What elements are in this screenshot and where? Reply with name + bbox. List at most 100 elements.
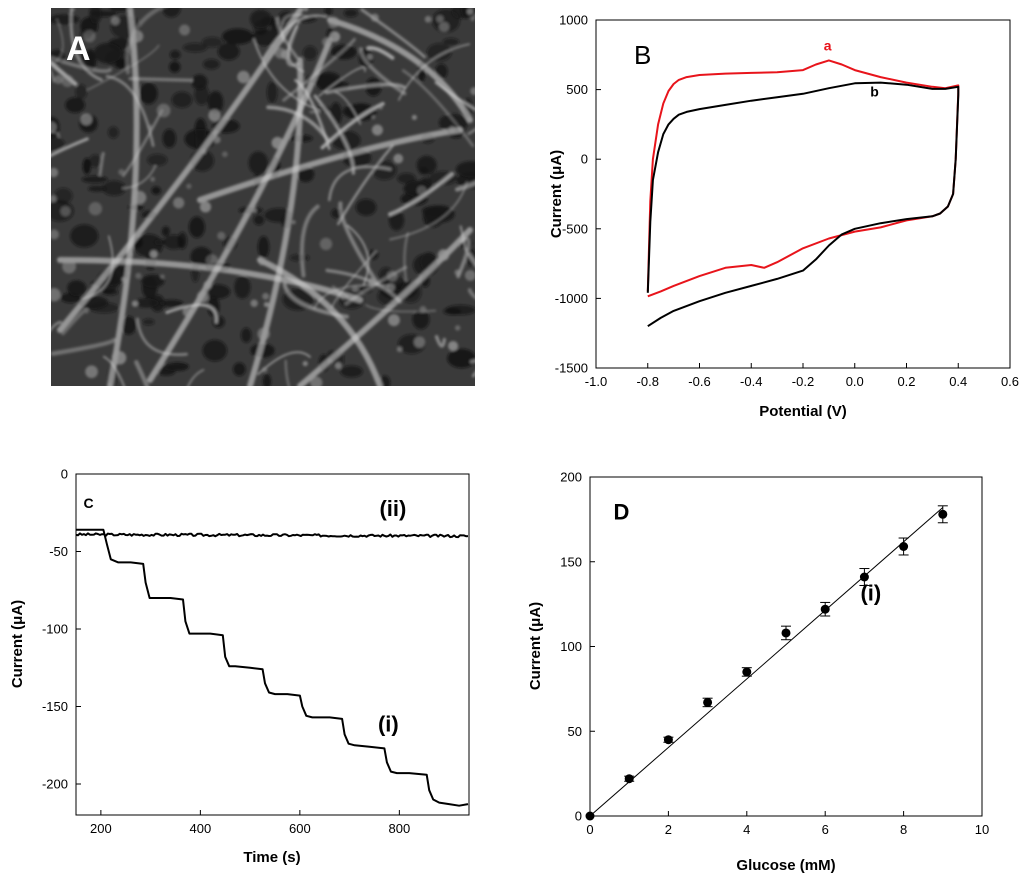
sem-pore: [342, 104, 375, 119]
sem-particle: [470, 87, 475, 96]
sem-particle: [271, 136, 284, 149]
sem-fiber: [470, 13, 475, 22]
sem-fiber: [469, 359, 475, 378]
sem-fiber-bundle: [297, 227, 473, 386]
chart-c-y-tick-label: -100: [42, 622, 68, 637]
sem-pore: [89, 8, 102, 24]
chart-c-x-axis-label: Time (s): [243, 849, 300, 866]
sem-pore: [217, 42, 240, 61]
chart-b-x-tick-label: 0.2: [897, 374, 915, 389]
sem-fiber: [389, 181, 468, 241]
sem-fiber: [338, 201, 380, 286]
sem-pore: [139, 82, 158, 105]
sem-particle: [149, 250, 158, 259]
chart-c-annotations: (ii) (i) C: [83, 495, 406, 736]
sem-pore: [191, 74, 208, 90]
sem-fiber: [121, 109, 164, 178]
chart-d-linear-fit: [589, 507, 944, 817]
sem-pore: [171, 91, 193, 108]
sem-pore: [163, 234, 185, 250]
sem-particle: [196, 290, 209, 303]
sem-particle: [60, 206, 71, 217]
sem-particle: [257, 327, 270, 341]
sem-particle: [110, 16, 120, 26]
chart-b-curve-label-b: b: [870, 84, 879, 100]
sem-pore: [455, 161, 475, 178]
chart-d-y-tick-label: 100: [560, 639, 582, 654]
sem-fiber: [51, 55, 113, 74]
chart-c-y-axis-label: Current (μA): [9, 600, 26, 688]
sem-particle: [396, 346, 403, 352]
sem-particle: [112, 351, 127, 365]
sem-pore: [234, 275, 251, 299]
chart-d-data-point: [703, 697, 713, 707]
sem-fiber-bundle: [327, 17, 473, 123]
sem-particle: [69, 8, 76, 12]
sem-pore: [161, 8, 181, 18]
chart-d-x-axis-label: Glucose (mM): [736, 857, 835, 874]
chart-c-x-tick-label: 800: [389, 821, 411, 836]
sem-particle: [51, 167, 59, 178]
sem-particle: [263, 301, 270, 308]
sem-particle: [160, 274, 165, 280]
sem-fiber: [136, 317, 188, 356]
sem-fiber-bundle: [197, 127, 463, 203]
sem-fiber: [318, 66, 366, 97]
sem-pore: [250, 9, 272, 29]
chart-b-panel-letter: B: [634, 40, 651, 70]
sem-fiber-bundle: [257, 257, 383, 386]
sem-pore: [108, 126, 119, 139]
sem-particle: [126, 251, 134, 259]
sem-fiber: [51, 137, 89, 158]
chart-c-ticks: 200 400 600 800 0 -50 -100 -150 -200: [42, 467, 410, 837]
chart-c-x-tick-label: 600: [289, 821, 311, 836]
sem-particle: [386, 283, 396, 292]
sem-pore: [194, 84, 210, 106]
sem-pore: [233, 362, 246, 377]
sem-fiber: [284, 359, 291, 386]
panel-label-a: A: [66, 30, 91, 68]
chart-b-y-tick-label: 1000: [559, 13, 588, 28]
chart-b-ticks: -1.0 -0.8 -0.6 -0.4 -0.2 0.0 0.2 0.4 0.6 1000 500 0…: [555, 13, 1019, 390]
sem-particle: [466, 8, 474, 15]
sem-fiber: [51, 18, 64, 65]
sem-particle: [201, 149, 206, 154]
chart-d-x-tick-label: 2: [665, 822, 672, 837]
sem-particle: [329, 31, 341, 43]
sem-particle: [370, 13, 379, 22]
sem-fiber: [320, 101, 385, 150]
chart-d-data-point: [663, 735, 673, 745]
chart-b-curve-labels: ab: [824, 38, 879, 100]
sem-pore: [88, 185, 107, 192]
sem-particle: [371, 124, 383, 136]
sem-particle: [131, 30, 144, 43]
sem-pore: [240, 327, 252, 343]
chart-d-data-point: [820, 604, 830, 614]
sem-particle: [413, 336, 426, 348]
sem-particle: [61, 74, 74, 88]
sem-pore: [109, 8, 133, 13]
sem-pore: [289, 253, 310, 262]
sem-pore: [75, 84, 88, 100]
chart-c-series-ii-line: [75, 532, 469, 539]
sem-particle: [173, 197, 185, 209]
chart-b-cyclic-voltammetry: -1.0 -0.8 -0.6 -0.4 -0.2 0.0 0.2 0.4 0.6 1000 500 0…: [548, 13, 1019, 421]
sem-particle: [156, 103, 171, 118]
sem-particle: [85, 365, 98, 379]
sem-pore: [371, 160, 397, 180]
chart-b-x-tick-label: 0.4: [949, 374, 967, 389]
sem-particle: [121, 276, 127, 283]
sem-particle: [386, 270, 398, 282]
sem-pore: [142, 318, 155, 326]
sem-particle: [51, 195, 57, 203]
sem-fiber: [344, 265, 408, 306]
sem-pore: [121, 316, 137, 335]
sem-pore: [102, 289, 119, 296]
sem-pore: [221, 28, 254, 45]
sem-pore: [426, 43, 452, 62]
sem-particle: [274, 47, 286, 59]
sem-pore: [70, 224, 99, 248]
sem-pore: [147, 153, 168, 166]
sem-fiber: [128, 76, 194, 82]
